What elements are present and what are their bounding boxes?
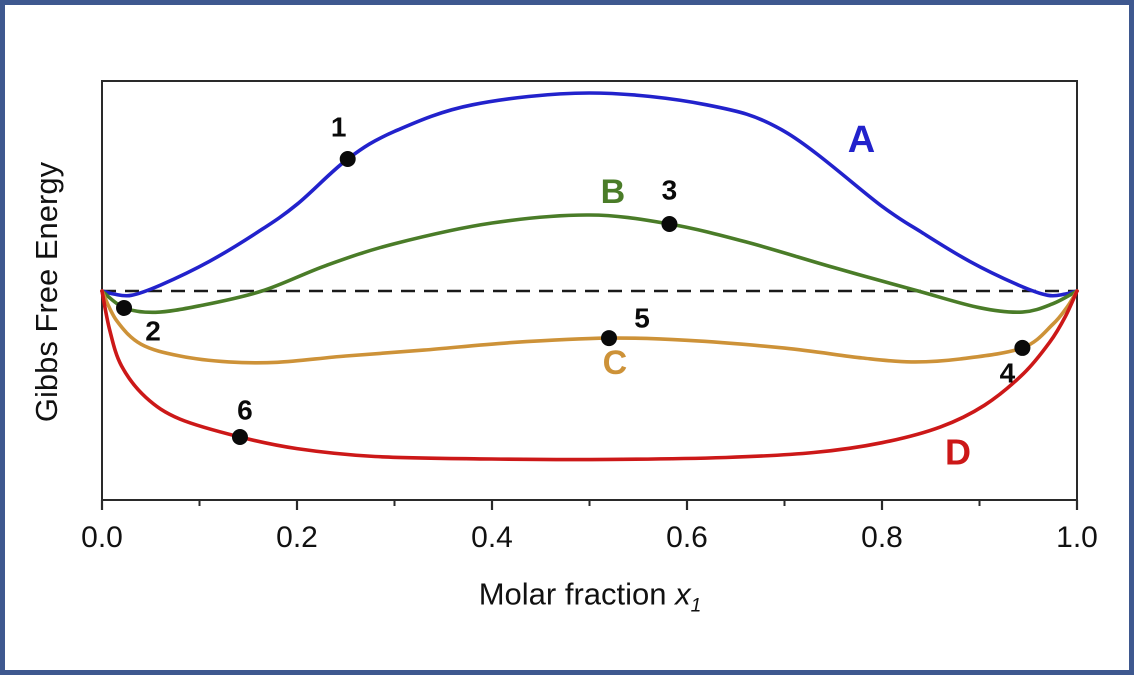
- point-4: [1014, 339, 1031, 356]
- curve-label-B: B: [601, 173, 626, 211]
- curve-label-A: A: [848, 119, 875, 161]
- curve-D: [100, 289, 1079, 462]
- point-1: [339, 151, 356, 168]
- point-label-1: 1: [331, 112, 347, 143]
- x-axis-title-text: Molar fraction: [478, 576, 676, 612]
- curve-B: [100, 213, 1079, 315]
- x-tick-label-1.0: 1.0: [1056, 521, 1098, 554]
- curve-label-D: D: [945, 431, 971, 472]
- point-label-3: 3: [662, 175, 678, 206]
- x-tick-label-0.2: 0.2: [276, 521, 318, 554]
- curve-C: [100, 289, 1079, 365]
- y-axis-title: Gibbs Free Energy: [29, 161, 64, 423]
- point-6: [231, 428, 248, 445]
- x-axis-title-subscript: 1: [690, 595, 702, 617]
- x-tick-label-0.8: 0.8: [861, 521, 903, 554]
- point-label-6: 6: [237, 394, 253, 425]
- x-tick-label-0.6: 0.6: [666, 521, 708, 554]
- x-axis-title-variable: x: [675, 576, 691, 612]
- x-tick-label-0.4: 0.4: [471, 521, 513, 554]
- x-axis-title: Molar fraction x1: [479, 576, 702, 617]
- curve-A: [100, 91, 1079, 298]
- point-label-2: 2: [145, 315, 161, 346]
- x-tick-label-0.0: 0.0: [81, 521, 123, 554]
- point-label-5: 5: [634, 303, 650, 334]
- point-label-4: 4: [1000, 357, 1016, 388]
- point-2: [116, 299, 133, 316]
- point-3: [661, 216, 678, 233]
- curve-label-C: C: [603, 344, 628, 382]
- point-5: [601, 330, 617, 347]
- gibbs-energy-chart: 0.0 0.2 0.4 0.6 0.8 1.0 A B C D 1 2 3 4 5 6: [81, 80, 1098, 554]
